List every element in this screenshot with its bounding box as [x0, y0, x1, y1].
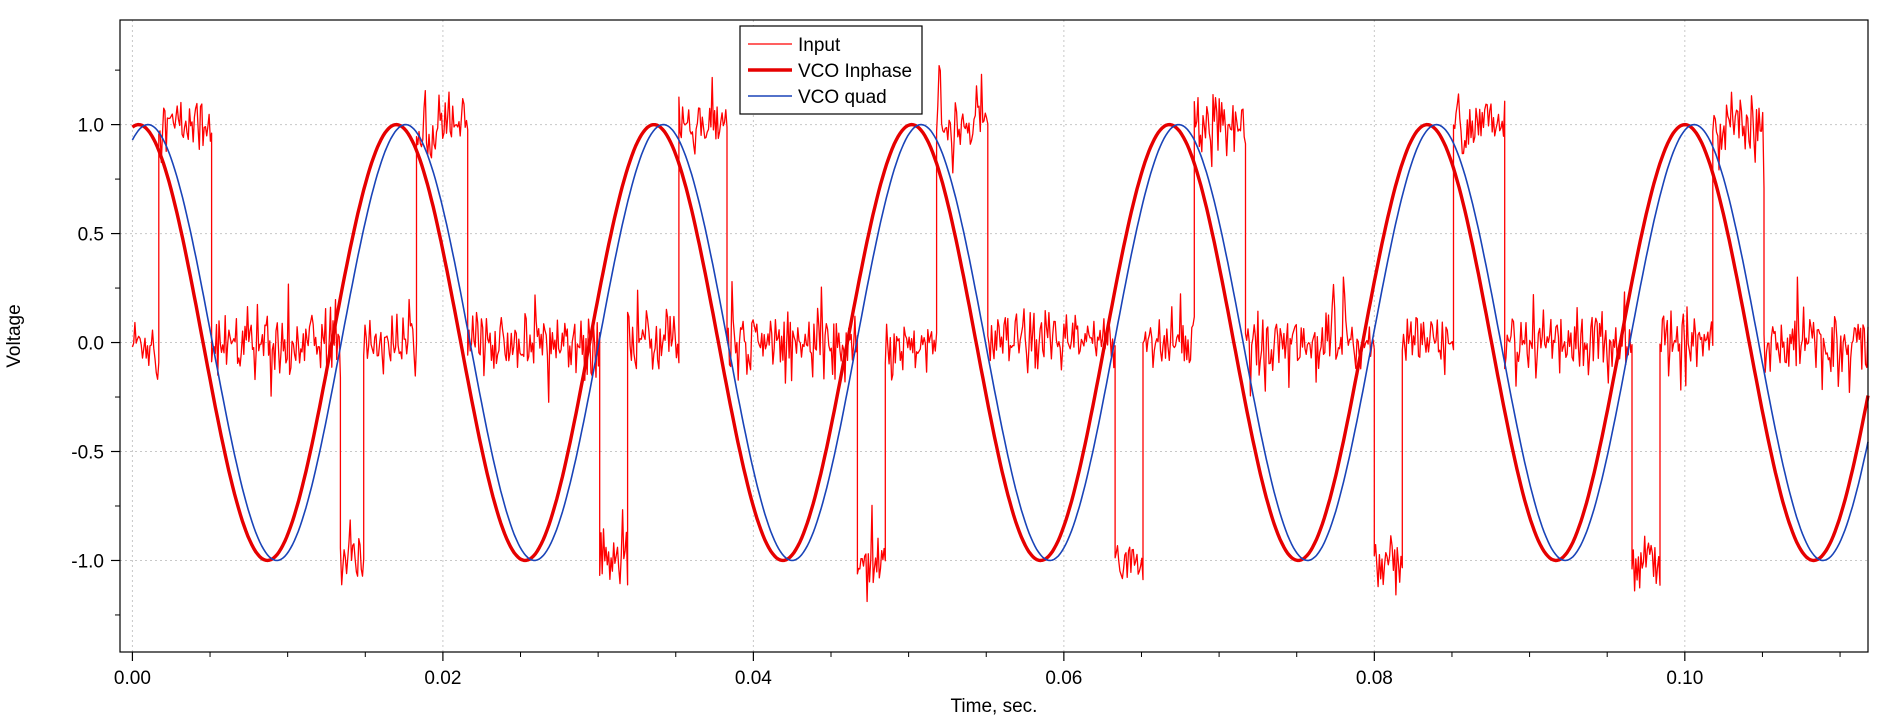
y-tick-label-1: 0.5	[78, 225, 104, 246]
series-line-input	[131, 64, 1869, 603]
x-tick-label-0: 0.00	[114, 668, 151, 689]
series-line-vco-inphase	[131, 122, 1870, 563]
x-tick-label-5: 0.10	[1666, 668, 1703, 689]
x-tick-label-2: 0.04	[735, 668, 772, 689]
y-tick-label-4: -1.0	[71, 551, 104, 572]
plot-area	[131, 64, 1870, 603]
y-axis: 1.0 0.5 0.0 -0.5 -1.0	[71, 69, 120, 616]
legend-label-vco-quad: VCO quad	[798, 87, 887, 108]
legend-label-input: Input	[798, 35, 841, 56]
y-tick-label-3: -0.5	[71, 443, 104, 464]
y-axis-title: Voltage	[4, 304, 25, 367]
legend: Input VCO Inphase VCO quad	[739, 25, 923, 115]
y-tick-label-2: 0.0	[78, 334, 104, 355]
x-tick-label-3: 0.06	[1045, 668, 1082, 689]
series-line-vco-quad	[131, 123, 1869, 562]
x-tick-label-1: 0.02	[424, 668, 461, 689]
legend-label-vco-inphase: VCO Inphase	[798, 61, 912, 82]
x-tick-label-4: 0.08	[1356, 668, 1393, 689]
y-tick-label-0: 1.0	[78, 116, 104, 137]
x-axis-title: Time, sec.	[951, 696, 1038, 717]
plot-frame	[119, 19, 1869, 653]
x-axis: 0.00 0.02 0.04 0.06 0.08 0.10	[114, 652, 1841, 689]
